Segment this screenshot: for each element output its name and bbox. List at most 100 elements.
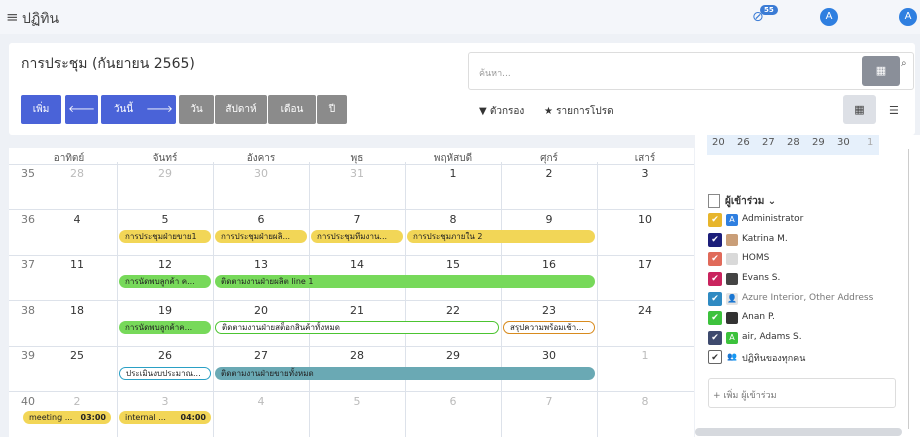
calendar-event[interactable]: 04:00 internal ... — [119, 411, 211, 424]
day-view-button[interactable]: วัน — [179, 95, 214, 124]
search-options-button[interactable]: ▦ — [862, 56, 900, 86]
day-number[interactable]: 16 — [542, 258, 556, 271]
calendar-event[interactable]: 03:00 meeting ... — [23, 411, 111, 424]
calendar-event[interactable]: การประชุมฝ่ายผลิ... — [215, 230, 307, 243]
prev-button[interactable]: 🡐 — [65, 95, 98, 124]
mini-day[interactable]: 20 — [712, 137, 725, 148]
calendar-event[interactable]: การประชุมภายใน 2 — [407, 230, 595, 243]
day-number[interactable]: 15 — [446, 258, 460, 271]
check-icon[interactable]: ✔ — [708, 292, 722, 306]
day-number[interactable]: 21 — [350, 304, 364, 317]
day-number[interactable]: 28 — [350, 349, 364, 362]
calendar-event[interactable]: ติดตามงานฝ่ายสต็อกสินค้าทั้งหมด — [215, 321, 499, 334]
mini-day[interactable]: 1 — [867, 137, 874, 148]
day-number[interactable]: 12 — [158, 258, 172, 271]
day-number[interactable]: 10 — [638, 213, 652, 226]
day-number[interactable]: 8 — [449, 213, 457, 226]
mini-day[interactable]: 30 — [837, 137, 850, 148]
week-number: 40 — [21, 395, 35, 408]
check-icon[interactable]: ✔ — [708, 311, 722, 325]
day-number[interactable]: 22 — [446, 304, 460, 317]
attendee-name: Evans S. — [742, 273, 781, 283]
activity-icon[interactable]: ⊘ — [752, 9, 764, 25]
week-number: 35 — [21, 167, 35, 180]
day-number[interactable]: 25 — [70, 349, 84, 362]
check-icon[interactable]: ✔ — [708, 252, 722, 266]
add-attendee-field[interactable]: + เพิ่ม ผู้เข้าร่วม — [708, 378, 896, 408]
day-number[interactable]: 5 — [161, 213, 169, 226]
day-number[interactable]: 28 — [70, 167, 84, 180]
horizontal-scrollbar[interactable] — [695, 428, 902, 436]
month-view-button[interactable]: เดือน — [268, 95, 316, 124]
mini-day[interactable]: 29 — [812, 137, 825, 148]
day-number[interactable]: 1 — [641, 349, 649, 362]
day-number[interactable]: 6 — [449, 395, 457, 408]
day-number[interactable]: 5 — [353, 395, 361, 408]
day-number[interactable]: 26 — [158, 349, 172, 362]
day-number[interactable]: 30 — [254, 167, 268, 180]
search-input[interactable]: ค้นหา... — [479, 69, 511, 79]
calendar-view-icon[interactable]: ▦ — [843, 95, 876, 124]
day-number[interactable]: 30 — [542, 349, 556, 362]
calendar-event[interactable]: ติดตามงานฝ่ายผลิต line 1 — [215, 275, 595, 288]
day-number[interactable]: 6 — [257, 213, 265, 226]
favorites-toggle[interactable]: ★ รายการโปรด — [544, 106, 614, 117]
day-number[interactable]: 14 — [350, 258, 364, 271]
day-number[interactable]: 2 — [545, 167, 553, 180]
check-icon[interactable]: ✔ — [708, 331, 722, 345]
check-icon[interactable]: ✔ — [708, 213, 722, 227]
mini-day[interactable]: 26 — [737, 137, 750, 148]
calendar-event[interactable]: สรุปความพร้อมเช้า... — [503, 321, 595, 334]
day-number[interactable]: 9 — [545, 213, 553, 226]
week-view-button[interactable]: สัปดาห์ — [215, 95, 267, 124]
calendar-event[interactable]: การประชุมทีมงาน... — [311, 230, 403, 243]
day-number[interactable]: 7 — [545, 395, 553, 408]
day-number[interactable]: 29 — [446, 349, 460, 362]
attendees-title[interactable]: ผู้เข้าร่วม ⌄ — [725, 196, 777, 207]
mini-day[interactable]: 28 — [787, 137, 800, 148]
mini-day[interactable]: 27 — [762, 137, 775, 148]
today-button[interactable]: วันนี้ — [101, 95, 146, 124]
day-number[interactable]: 31 — [350, 167, 364, 180]
calendar-event[interactable]: การประชุมฝ่ายขาย1 — [119, 230, 211, 243]
day-number[interactable]: 18 — [70, 304, 84, 317]
day-number[interactable]: 7 — [353, 213, 361, 226]
day-number[interactable]: 1 — [449, 167, 457, 180]
calendar-event[interactable]: การนัดพบลูกค้าค... — [119, 321, 211, 334]
check-icon[interactable]: ✔ — [708, 233, 722, 247]
add-button[interactable]: เพิ่ม — [21, 95, 61, 124]
attendees-toggle-checkbox[interactable] — [708, 194, 720, 208]
day-number[interactable]: 17 — [638, 258, 652, 271]
avatar: A — [726, 214, 738, 226]
filters-toggle[interactable]: ▼ ตัวกรอง — [479, 106, 525, 117]
day-number[interactable]: 13 — [254, 258, 268, 271]
calendar-event[interactable]: ติดตามงานฝ่ายขายทั้งหมด — [215, 367, 595, 380]
day-number[interactable]: 19 — [158, 304, 172, 317]
day-number[interactable]: 4 — [73, 213, 81, 226]
user-avatar[interactable]: A — [899, 8, 917, 26]
search-box[interactable]: ค้นหา... — [468, 52, 914, 90]
day-number[interactable]: 2 — [73, 395, 81, 408]
check-icon[interactable]: ✔ — [708, 272, 722, 286]
menu-icon[interactable]: ≡ — [6, 8, 19, 26]
day-number[interactable]: 27 — [254, 349, 268, 362]
day-number[interactable]: 29 — [158, 167, 172, 180]
day-number[interactable]: 3 — [161, 395, 169, 408]
day-number[interactable]: 4 — [257, 395, 265, 408]
next-button[interactable]: 🡒 — [143, 95, 176, 124]
search-icon[interactable]: ⌕ — [901, 58, 907, 69]
add-attendee-placeholder: + เพิ่ม ผู้เข้าร่วม — [713, 391, 777, 401]
calendar-event[interactable]: ประเมินงบประมาณ... — [119, 367, 211, 380]
day-number[interactable]: 23 — [542, 304, 556, 317]
company-avatar[interactable]: A — [820, 8, 838, 26]
year-view-button[interactable]: ปี — [317, 95, 347, 124]
day-number[interactable]: 3 — [641, 167, 649, 180]
weekday-header: ศุกร์ — [540, 153, 558, 164]
list-view-icon[interactable]: ☰ — [889, 104, 899, 117]
day-number[interactable]: 24 — [638, 304, 652, 317]
day-number[interactable]: 8 — [641, 395, 649, 408]
day-number[interactable]: 11 — [70, 258, 84, 271]
calendar-event[interactable]: การนัดพบลูกค้า ค... — [119, 275, 211, 288]
check-icon[interactable]: ✔ — [708, 350, 722, 364]
day-number[interactable]: 20 — [254, 304, 268, 317]
